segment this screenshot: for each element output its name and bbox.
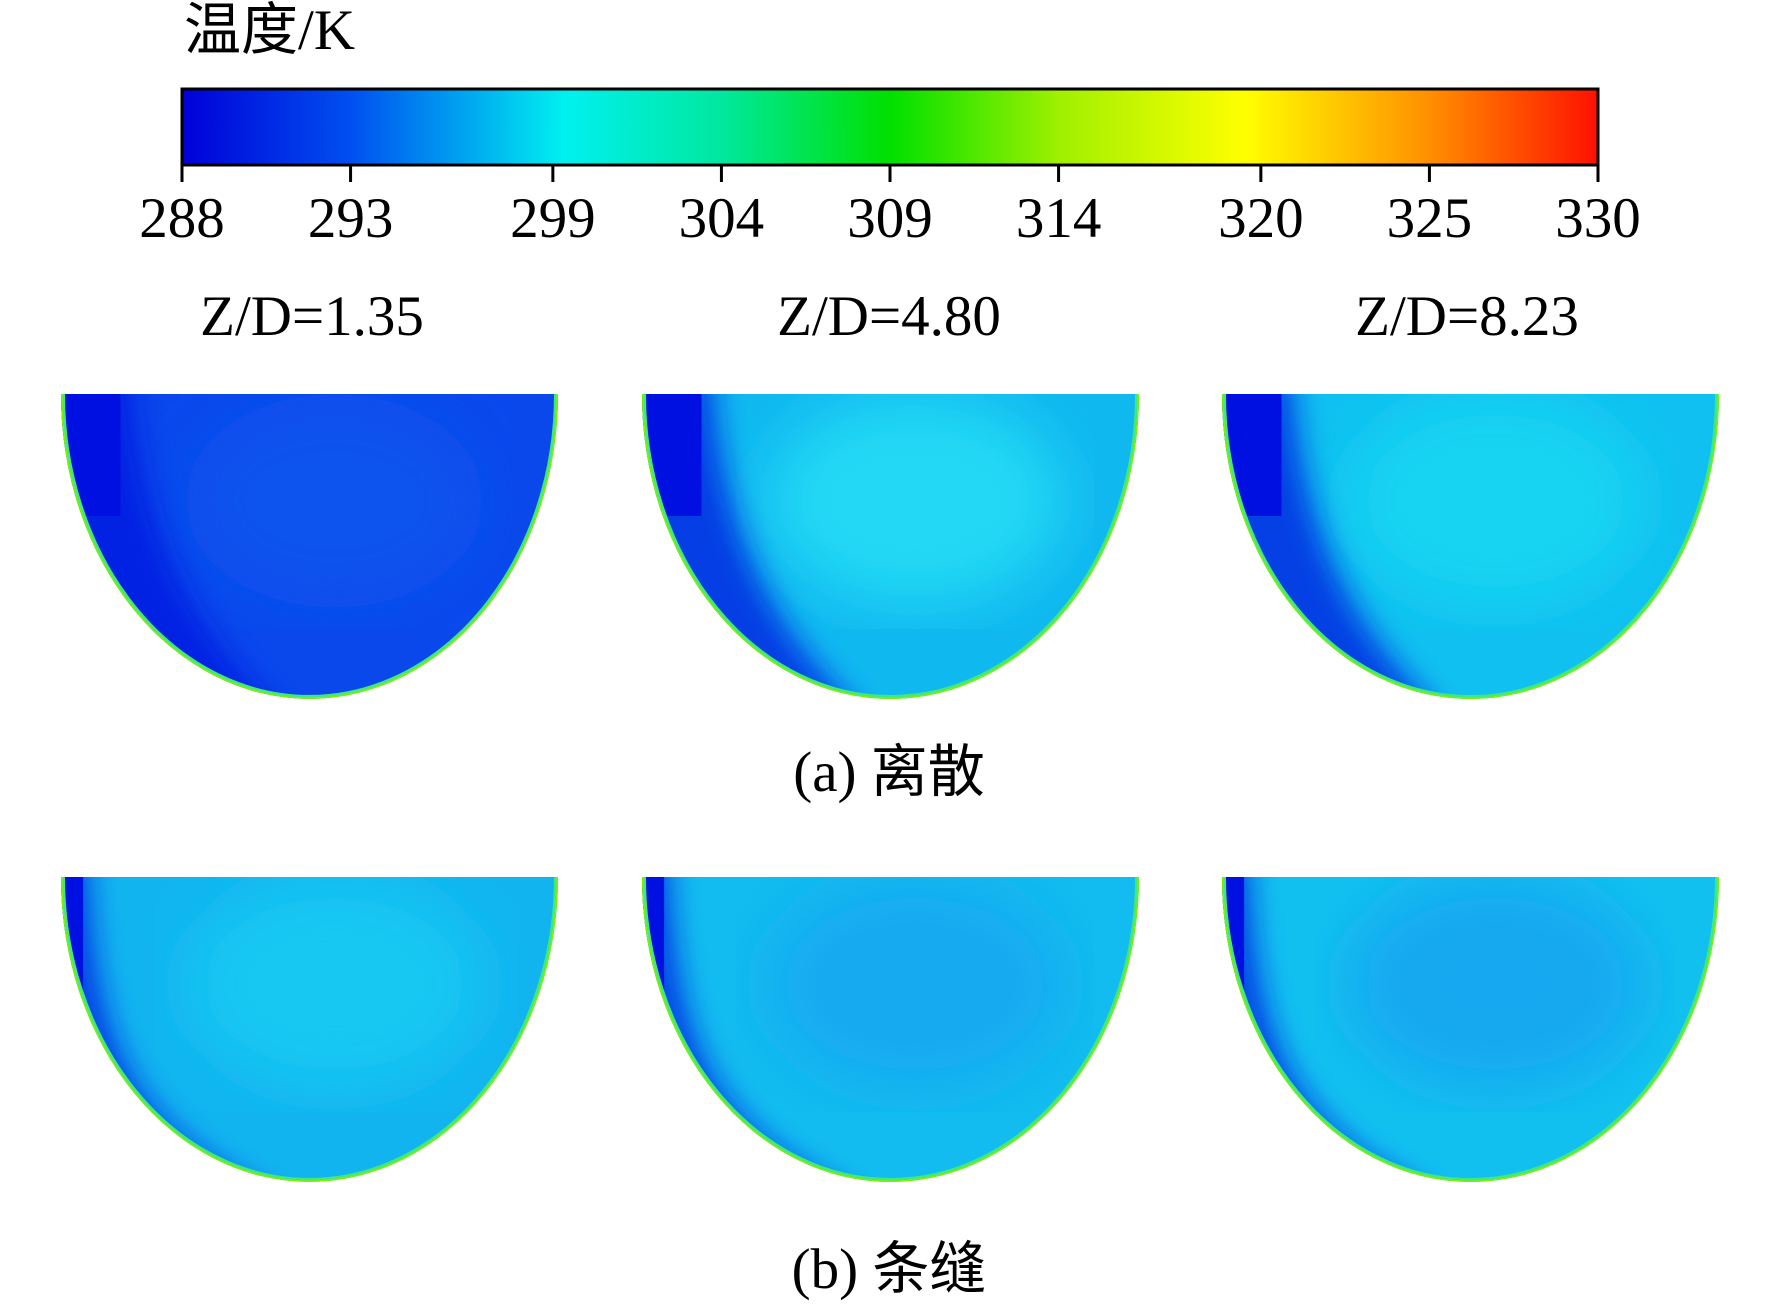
tick-label: 293 (308, 187, 394, 250)
contour-panel (642, 877, 1139, 1182)
contour-panel (1222, 394, 1719, 699)
tick-label: 330 (1555, 187, 1641, 250)
tick-label: 288 (139, 187, 225, 250)
caption: (b) 条缝 (792, 1238, 987, 1301)
tick-label: 304 (679, 187, 765, 250)
contour-panel (61, 877, 558, 1182)
tick-label: 299 (510, 187, 596, 250)
tick-label: 325 (1387, 187, 1473, 250)
contour-panel (1222, 877, 1719, 1182)
caption: (a) 离散 (793, 741, 985, 804)
colorbar-title: 温度/K (184, 0, 355, 62)
contour-panel (61, 394, 558, 699)
column-label: Z/D=8.23 (1355, 285, 1579, 348)
colorbar (180, 87, 1600, 167)
contour-panel (642, 394, 1139, 699)
tick-label: 309 (847, 187, 933, 250)
tick-label: 320 (1218, 187, 1304, 250)
column-label: Z/D=4.80 (777, 285, 1001, 348)
tick-label: 314 (1016, 187, 1102, 250)
column-label: Z/D=1.35 (200, 285, 424, 348)
